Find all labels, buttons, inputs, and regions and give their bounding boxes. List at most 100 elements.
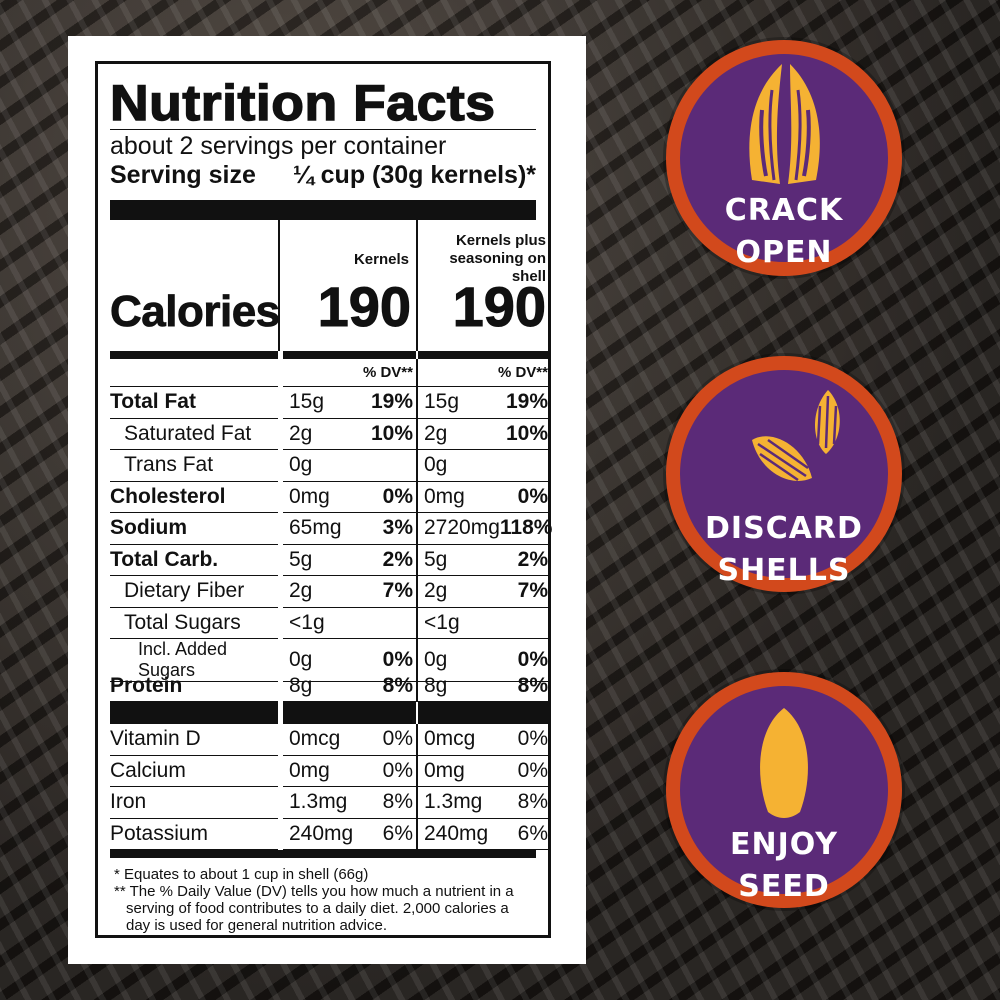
kernels-column-header: Kernels (353, 251, 409, 268)
seasoned-amount: 2720mg (424, 516, 500, 540)
thick-divider (110, 200, 536, 220)
seasoned-amount: 0mg (424, 758, 465, 782)
footnote-daily-value: ** The % Daily Value (DV) tells you how … (114, 883, 514, 934)
kernels-dv: 6% (382, 821, 413, 845)
crack-open-text: CRACK OPEN (724, 193, 844, 270)
kernels-amount: 240mg (289, 821, 354, 845)
nutrient-name: Dietary Fiber (110, 576, 278, 608)
seasoned-amount: 5g (424, 547, 448, 571)
nutrient-table: % DV** % DV** Total Fat 15g 19% 15g 19% Satur… (110, 351, 552, 850)
seasoned-amount: 240mg (424, 821, 489, 845)
kernels-values: 0g 0% (283, 639, 416, 682)
seasoned-values: 0mg 0% (418, 482, 551, 513)
seasoned-amount: <1g (424, 610, 460, 634)
nutrient-row: Incl. Added Sugars 0g 0% 0g 0% (110, 639, 551, 682)
title-rule (110, 129, 536, 130)
seasoned-amount: 0g (424, 648, 448, 671)
kernel-icon (760, 708, 808, 818)
kernels-dv: 0% (382, 484, 413, 508)
seasoned-dv: 8% (517, 673, 548, 697)
kernels-dv: 0% (382, 648, 413, 671)
seasoned-dv: 6% (517, 821, 548, 845)
nutrient-row: Potassium 240mg 6% 240mg 6% (110, 818, 551, 850)
seasoned-dv: 0% (517, 727, 548, 751)
kernels-dv: 8% (382, 790, 413, 814)
seasoned-amount: 0mcg (424, 727, 476, 751)
kernels-amount: 2g (289, 421, 313, 445)
seasoned-values: <1g (418, 608, 551, 639)
seasoned-values: 0g 0% (418, 639, 551, 682)
seasoned-header-line1: Kernels plus (455, 232, 546, 249)
enjoy-seed-badge: ENJOY SEED (666, 672, 902, 908)
nutrient-name: Total Sugars (110, 608, 278, 639)
nutrient-row: Total Sugars <1g <1g (110, 607, 551, 639)
kernels-values: 0mcg 0% (283, 724, 416, 756)
nutrient-row: Sodium 65mg 3% 2720mg 118% (110, 513, 552, 545)
kernels-values: 65mg 3% (283, 513, 416, 545)
nutrition-facts-panel: Nutrition Facts about 2 servings per con… (95, 61, 552, 938)
kernels-values: 15g 19% (283, 387, 416, 419)
nutrient-row: Total Carb. 5g 2% 5g 2% (110, 544, 551, 576)
seasoned-dv: 0% (517, 484, 548, 508)
nutrient-row: Calcium 0mg 0% 0mg 0% (110, 755, 551, 787)
nutrient-row: Dietary Fiber 2g 7% 2g 7% (110, 576, 551, 608)
nutrient-name: Calcium (110, 756, 278, 787)
dv-header-seasoned: % DV** (418, 359, 551, 387)
seasoned-amount: 2g (424, 579, 448, 603)
nutrient-name: Potassium (110, 819, 278, 850)
calories-kernels-value: 190 (317, 275, 411, 339)
kernels-values: 240mg 6% (283, 819, 416, 850)
kernels-amount: 0mcg (289, 727, 341, 751)
seasoned-amount: 15g (424, 390, 460, 414)
seasoned-column-header: Kernels plus seasoning on shell (420, 232, 546, 286)
serving-size-value: ¼ cup (30g kernels)* (292, 161, 536, 189)
nutrient-row: Iron 1.3mg 8% 1.3mg 8% (110, 787, 551, 819)
kernels-values: 0mg 0% (283, 482, 416, 513)
seasoned-amount: 2g (424, 421, 448, 445)
kernels-amount: 1.3mg (289, 790, 348, 814)
nutrient-name: Total Fat (110, 387, 278, 419)
kernels-amount: 5g (289, 547, 313, 571)
enjoy-seed-text: ENJOY SEED (730, 827, 838, 904)
kernels-amount: 2g (289, 579, 313, 603)
seasoned-amount: 8g (424, 673, 448, 697)
serving-size-row: Serving size ¼ cup (30g kernels)* (110, 160, 536, 190)
kernels-dv: 10% (370, 421, 413, 445)
footer-bar (110, 850, 536, 858)
seasoned-values: 2g 7% (418, 576, 551, 608)
nutrient-name: Incl. Added Sugars (110, 639, 278, 682)
serving-size-label: Serving size (110, 161, 256, 189)
kernels-dv: 0% (382, 758, 413, 782)
kernels-amount: 0g (289, 453, 313, 477)
seasoned-values: 2720mg 118% (418, 513, 552, 545)
column-divider (416, 220, 418, 351)
kernels-values: 0mg 0% (283, 756, 416, 787)
calories-label: Calories (110, 287, 281, 337)
dv-header-kernels: % DV** (283, 359, 416, 387)
calories-seasoned-value: 190 (452, 275, 546, 339)
crack-open-badge: CRACK OPEN (666, 40, 902, 276)
seasoned-dv: 0% (517, 648, 548, 671)
discard-shells-text: DISCARD SHELLS (705, 511, 863, 588)
seasoned-header-line2: seasoning on shell (449, 250, 546, 285)
kernels-amount: 65mg (289, 516, 342, 540)
seasoned-values: 15g 19% (418, 387, 551, 419)
nutrient-rows: Total Fat 15g 19% 15g 19% Saturated Fat 2g 10% 2… (110, 387, 552, 702)
nutrition-facts-title: Nutrition Facts (109, 75, 496, 131)
nutrient-name: Protein (110, 671, 278, 702)
calories-section: Kernels Kernels plus seasoning on shell … (110, 220, 547, 351)
nutrient-name: Total Carb. (110, 545, 278, 576)
column-divider (278, 220, 280, 351)
servings-per-container: about 2 servings per container (110, 132, 447, 160)
discard-shells-badge: DISCARD SHELLS (666, 356, 902, 592)
kernels-values: 5g 2% (283, 545, 416, 576)
cracked-seed-icon (749, 64, 820, 184)
kernels-dv: 19% (370, 390, 413, 414)
nutrient-row: Saturated Fat 2g 10% 2g 10% (110, 418, 551, 450)
kernels-amount: <1g (289, 610, 325, 634)
vitamin-rows: Vitamin D 0mcg 0% 0mcg 0% Calcium 0mg 0% 0mg 0% Ir… (110, 724, 551, 850)
nutrient-name: Trans Fat (110, 450, 278, 482)
shells-icon (752, 390, 840, 482)
nutrient-name: Cholesterol (110, 482, 278, 513)
nutrient-row: Protein 8g 8% 8g 8% (110, 670, 551, 702)
